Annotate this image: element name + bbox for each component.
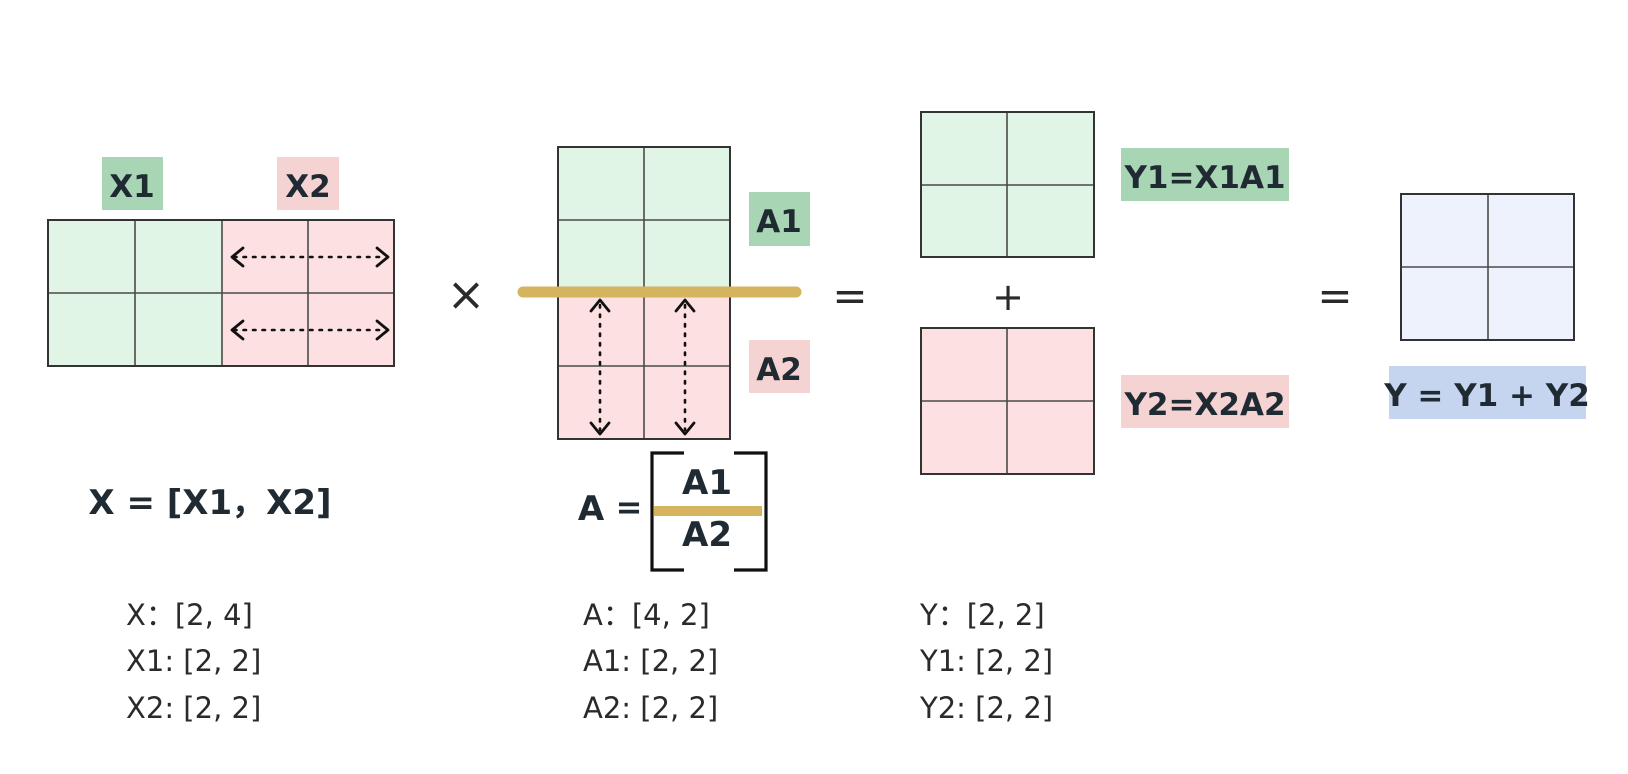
equals-operator: = [1317,271,1352,320]
a2-label-bg [749,340,810,393]
y2-label: Y2=X2A2 [1123,387,1285,423]
x2-label: X2 [285,169,330,205]
arrow-icon [230,319,390,341]
x2-label-bg [277,157,339,210]
matrix-y1-border [920,111,1095,258]
x-formula: X = [X1，X2] [88,483,331,523]
a1-label-bg [749,192,810,246]
shape-line: X：[2, 4] [126,598,253,632]
arrow-icon [589,298,611,436]
y1-label: Y1=X1A1 [1123,160,1285,196]
y1-label-bg [1121,148,1289,201]
matrix-y2 [920,327,1095,475]
matrix-a [517,146,802,440]
times-operator: × [447,267,486,321]
matrix-y2-border [920,327,1095,475]
plus-operator: + [992,275,1024,319]
matrix-y1 [920,111,1095,258]
shape-line: X2: [2, 2] [126,691,261,725]
a-shapes: A：[4, 2] A1: [2, 2] A2: [2, 2] [583,598,718,725]
equals-operator: = [832,271,867,320]
right-bracket [734,451,768,572]
a1-label: A1 [756,204,802,240]
matrix-y-border [1400,193,1575,341]
shape-line: Y：[2, 2] [919,598,1045,632]
left-bracket [650,451,684,572]
a-formula-prefix: A [578,489,605,529]
shape-line: A1: [2, 2] [583,644,718,678]
y-label-bg [1389,366,1586,419]
x-shapes: X：[2, 4] X1: [2, 2] X2: [2, 2] [126,598,261,725]
arrow-icon [230,246,390,268]
a-formula: A = A1 A2 [578,451,768,572]
y-label: Y = Y1 + Y2 [1383,378,1590,414]
shape-line: X1: [2, 2] [126,644,261,678]
y2-label-bg [1121,375,1289,428]
a2-label: A2 [756,352,802,388]
shape-line: A：[4, 2] [583,598,710,632]
a-formula-equals: = [616,488,643,526]
shape-line: Y2: [2, 2] [919,691,1053,725]
x1-label: X1 [109,169,154,205]
matrix-x [47,219,395,367]
x1-label-bg [102,157,163,210]
y-shapes: Y：[2, 2] Y1: [2, 2] Y2: [2, 2] [919,598,1053,725]
arrow-icon [674,298,696,436]
a-formula-top: A1 [682,463,732,503]
matrix-y [1400,193,1575,341]
shape-line: Y1: [2, 2] [919,644,1053,678]
a-formula-bottom: A2 [682,515,732,555]
matrix-x-border [47,219,395,367]
shape-line: A2: [2, 2] [583,691,718,725]
